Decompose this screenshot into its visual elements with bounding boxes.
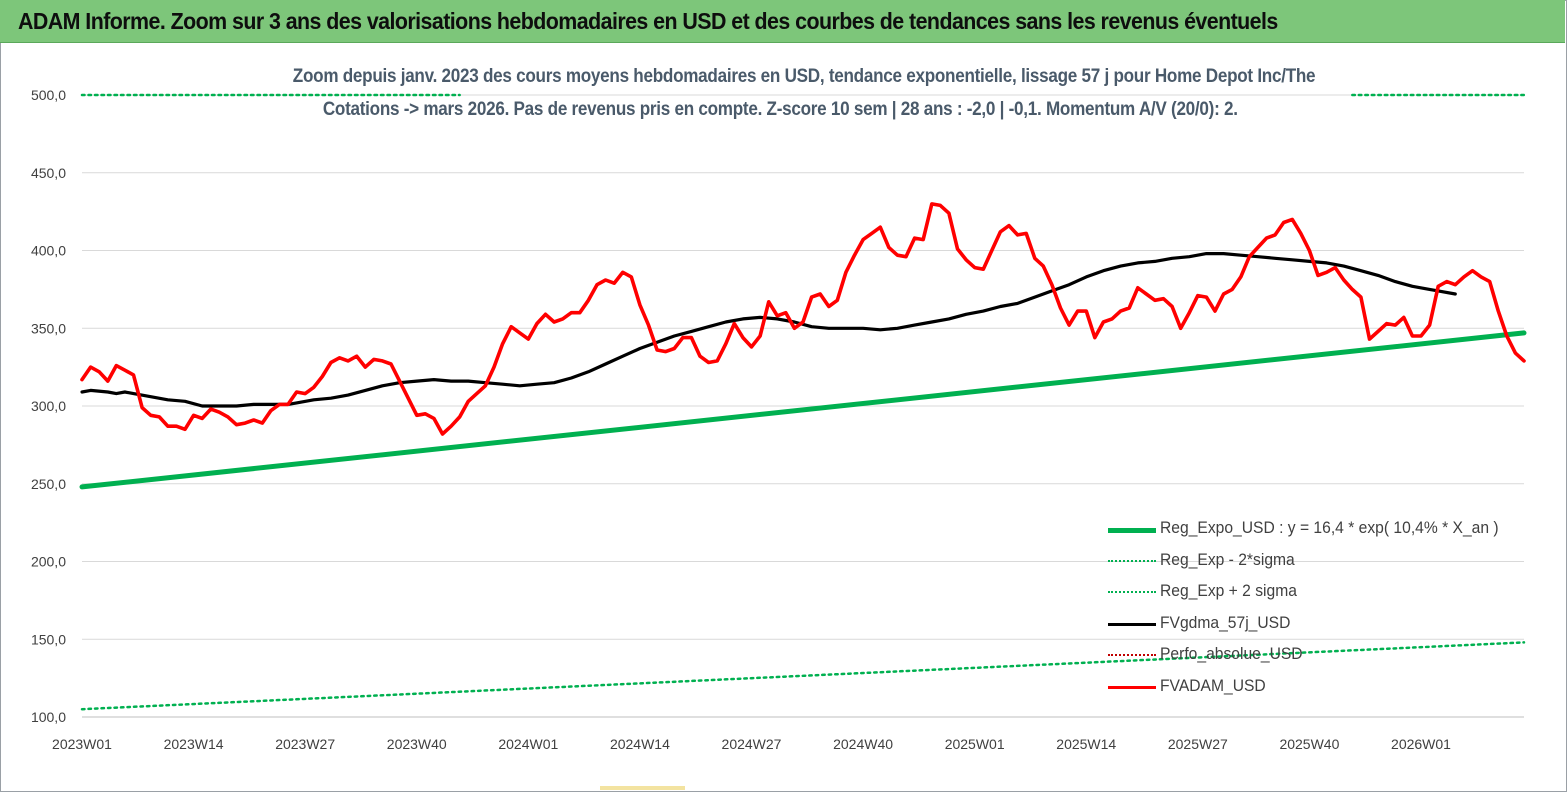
legend-swatch: [1108, 528, 1156, 533]
legend-label: Reg_Exp + 2 sigma: [1160, 581, 1297, 600]
legend-swatch: [1108, 685, 1156, 689]
series-reg-expo-usd: [79, 330, 1527, 490]
x-tick-label: 2024W40: [833, 736, 893, 752]
legend-label: FVgdma_57j_USD: [1160, 612, 1291, 632]
x-tick-label: 2025W40: [1279, 736, 1339, 752]
legend-label: Reg_Expo_USD : y = 16,4 * exp( 10,4% * X…: [1160, 518, 1499, 537]
y-tick-label: 300,0: [31, 398, 66, 414]
gridlines: [82, 94, 1524, 718]
x-tick-label: 2023W01: [52, 736, 112, 752]
legend-swatch: [1108, 591, 1156, 593]
series-lines: [79, 93, 1527, 711]
series-fvgdma-57j-usd: [80, 252, 1457, 408]
x-tick-label: 2023W14: [164, 736, 224, 752]
x-tick-label: 2024W01: [498, 736, 558, 752]
legend-label: Perfo_absolue_USD: [1160, 644, 1303, 663]
chart-title-text: Zoom depuis janv. 2023 des cours moyens …: [287, 66, 1321, 88]
chart-subtitle: Cotations -> mars 2026. Pas de revenus p…: [230, 99, 1330, 121]
y-tick-label: 400,0: [31, 243, 66, 259]
y-tick-label: 450,0: [31, 165, 66, 181]
scroll-indicator: [600, 786, 685, 790]
legend-swatch: [1108, 559, 1156, 562]
x-tick-label: 2026W01: [1391, 736, 1451, 752]
series-reg-exp: [80, 641, 1526, 711]
y-tick-label: 150,0: [31, 631, 66, 647]
x-tick-label: 2025W14: [1056, 736, 1116, 752]
x-tick-label: 2023W27: [275, 736, 335, 752]
report-header: ADAM Informe. Zoom sur 3 ans des valoris…: [0, 0, 1565, 43]
y-tick-label: 100,0: [31, 709, 66, 725]
x-tick-label: 2025W27: [1168, 736, 1228, 752]
y-tick-label: 350,0: [31, 320, 66, 336]
y-tick-label: 200,0: [31, 554, 66, 570]
y-axis-ticks: 500,0 450,0 400,0 350,0 300,0 250,0 200,0 150,0…: [31, 87, 66, 725]
legend-swatch: [1108, 622, 1156, 626]
chart-title: Zoom depuis janv. 2023 des cours moyens …: [230, 66, 1330, 88]
y-tick-label: 250,0: [31, 476, 66, 492]
x-tick-label: 2025W01: [945, 736, 1005, 752]
legend-label: FVADAM_USD: [1160, 675, 1266, 695]
legend-label: Reg_Exp - 2*sigma: [1160, 549, 1295, 569]
x-tick-label: 2024W27: [722, 736, 782, 752]
x-axis-ticks: 2023W01 2023W14 2023W27 2023W40 2024W01 2024W…: [52, 736, 1451, 752]
chart-subtitle-text: Cotations -> mars 2026. Pas de revenus p…: [317, 99, 1243, 121]
x-tick-label: 2024W14: [610, 736, 670, 752]
y-tick-label: 500,0: [31, 87, 66, 103]
legend-swatch: [1108, 654, 1156, 656]
x-tick-label: 2023W40: [387, 736, 447, 752]
series-fvadam-usd: [80, 202, 1526, 436]
report-title: ADAM Informe. Zoom sur 3 ans des valoris…: [18, 8, 1278, 34]
